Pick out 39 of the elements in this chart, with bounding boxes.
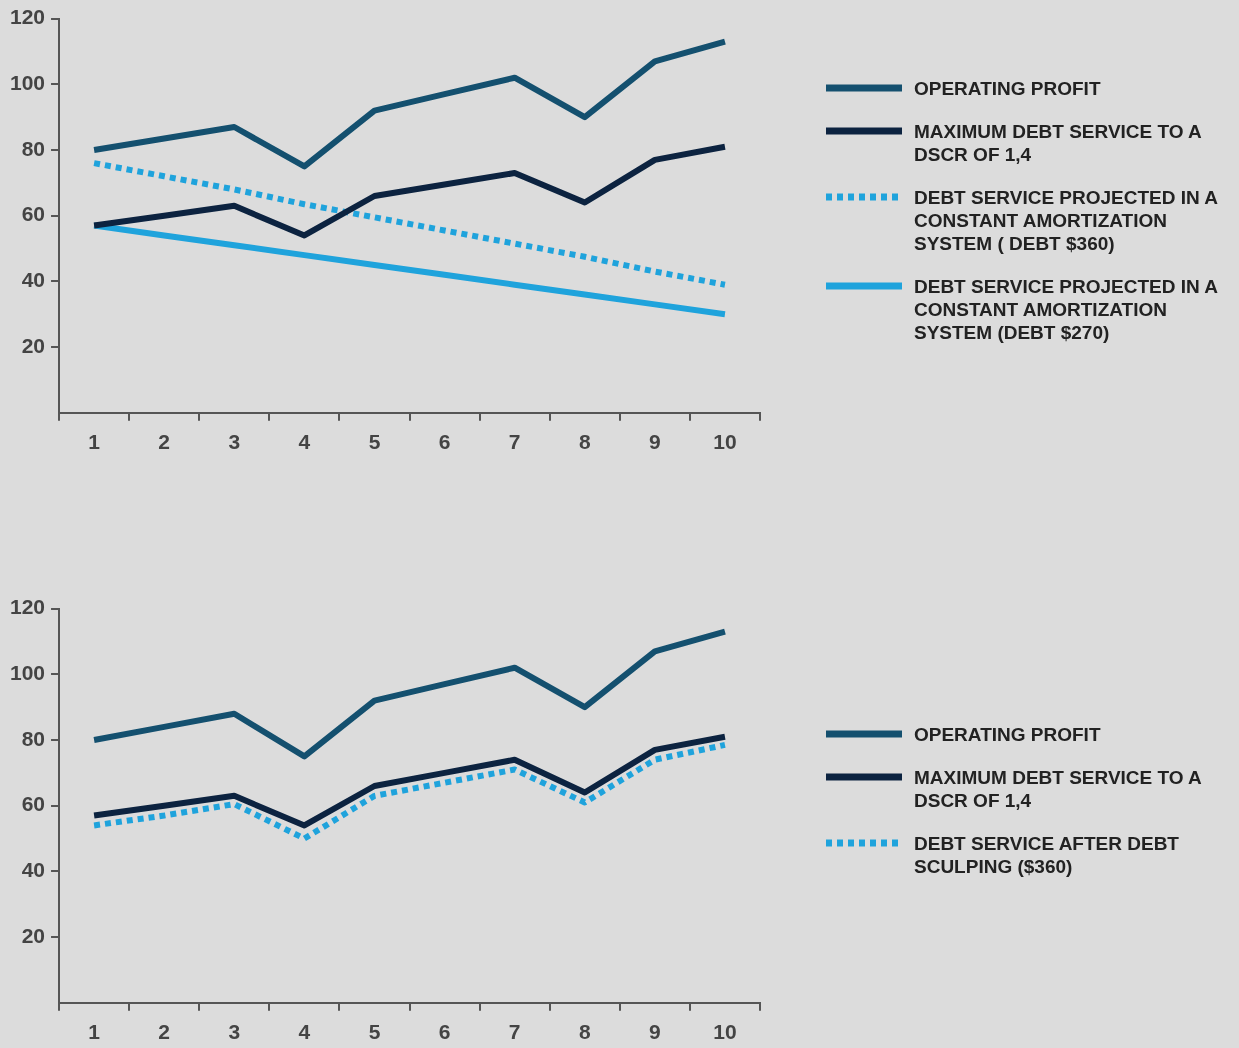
x-tick-label: 9: [649, 1020, 661, 1044]
x-tick-label: 2: [158, 430, 171, 454]
y-tick-label: 60: [21, 202, 46, 226]
y-tick-label: 80: [21, 136, 46, 160]
x-tick-label: 6: [438, 430, 451, 454]
y-tick-label: 40: [21, 858, 46, 882]
y-tick-label: 20: [21, 333, 46, 357]
x-tick-label: 7: [508, 1020, 521, 1044]
x-tick-label: 6: [438, 1020, 451, 1044]
x-tick-label: 8: [578, 1020, 591, 1044]
x-tick-label: 1: [88, 430, 101, 454]
x-tick-label: 9: [649, 430, 661, 454]
x-tick-label: 1: [88, 1020, 101, 1044]
x-tick-label: 3: [228, 430, 241, 454]
y-tick-label: 100: [9, 661, 46, 685]
y-tick-label: 100: [9, 71, 46, 95]
legend-label: DEBT SERVICE AFTER DEBT SCULPING ($360): [914, 831, 1180, 878]
x-tick-label: 4: [298, 430, 311, 454]
x-tick-label: 3: [228, 1020, 241, 1044]
x-tick-label: 5: [368, 430, 381, 454]
legend-label: OPERATING PROFIT: [914, 76, 1102, 100]
y-tick-label: 60: [21, 792, 46, 816]
y-tick-label: 80: [21, 726, 46, 750]
legend-label: DEBT SERVICE PROJECTED IN A CONSTANT AMORTIZATION SYSTEM (DEBT $270): [914, 274, 1219, 344]
y-tick-label: 120: [9, 595, 46, 619]
y-tick-label: 40: [21, 268, 46, 292]
x-tick-label: 5: [368, 1020, 381, 1044]
x-tick-label: 10: [713, 1020, 737, 1044]
y-tick-label: 120: [9, 5, 46, 29]
x-tick-label: 2: [158, 1020, 171, 1044]
legend-label: MAXIMUM DEBT SERVICE TO A DSCR OF 1,4: [914, 765, 1203, 812]
x-tick-label: 10: [713, 430, 737, 454]
legend-label: DEBT SERVICE PROJECTED IN A CONSTANT AMORTIZATION SYSTEM ( DEBT $360): [914, 185, 1219, 255]
legend-label: OPERATING PROFIT: [914, 722, 1102, 746]
x-tick-label: 7: [508, 430, 521, 454]
legend-label: MAXIMUM DEBT SERVICE TO A DSCR OF 1,4: [914, 119, 1203, 166]
x-tick-label: 4: [298, 1020, 311, 1044]
x-tick-label: 8: [578, 430, 591, 454]
y-tick-label: 20: [21, 923, 46, 947]
